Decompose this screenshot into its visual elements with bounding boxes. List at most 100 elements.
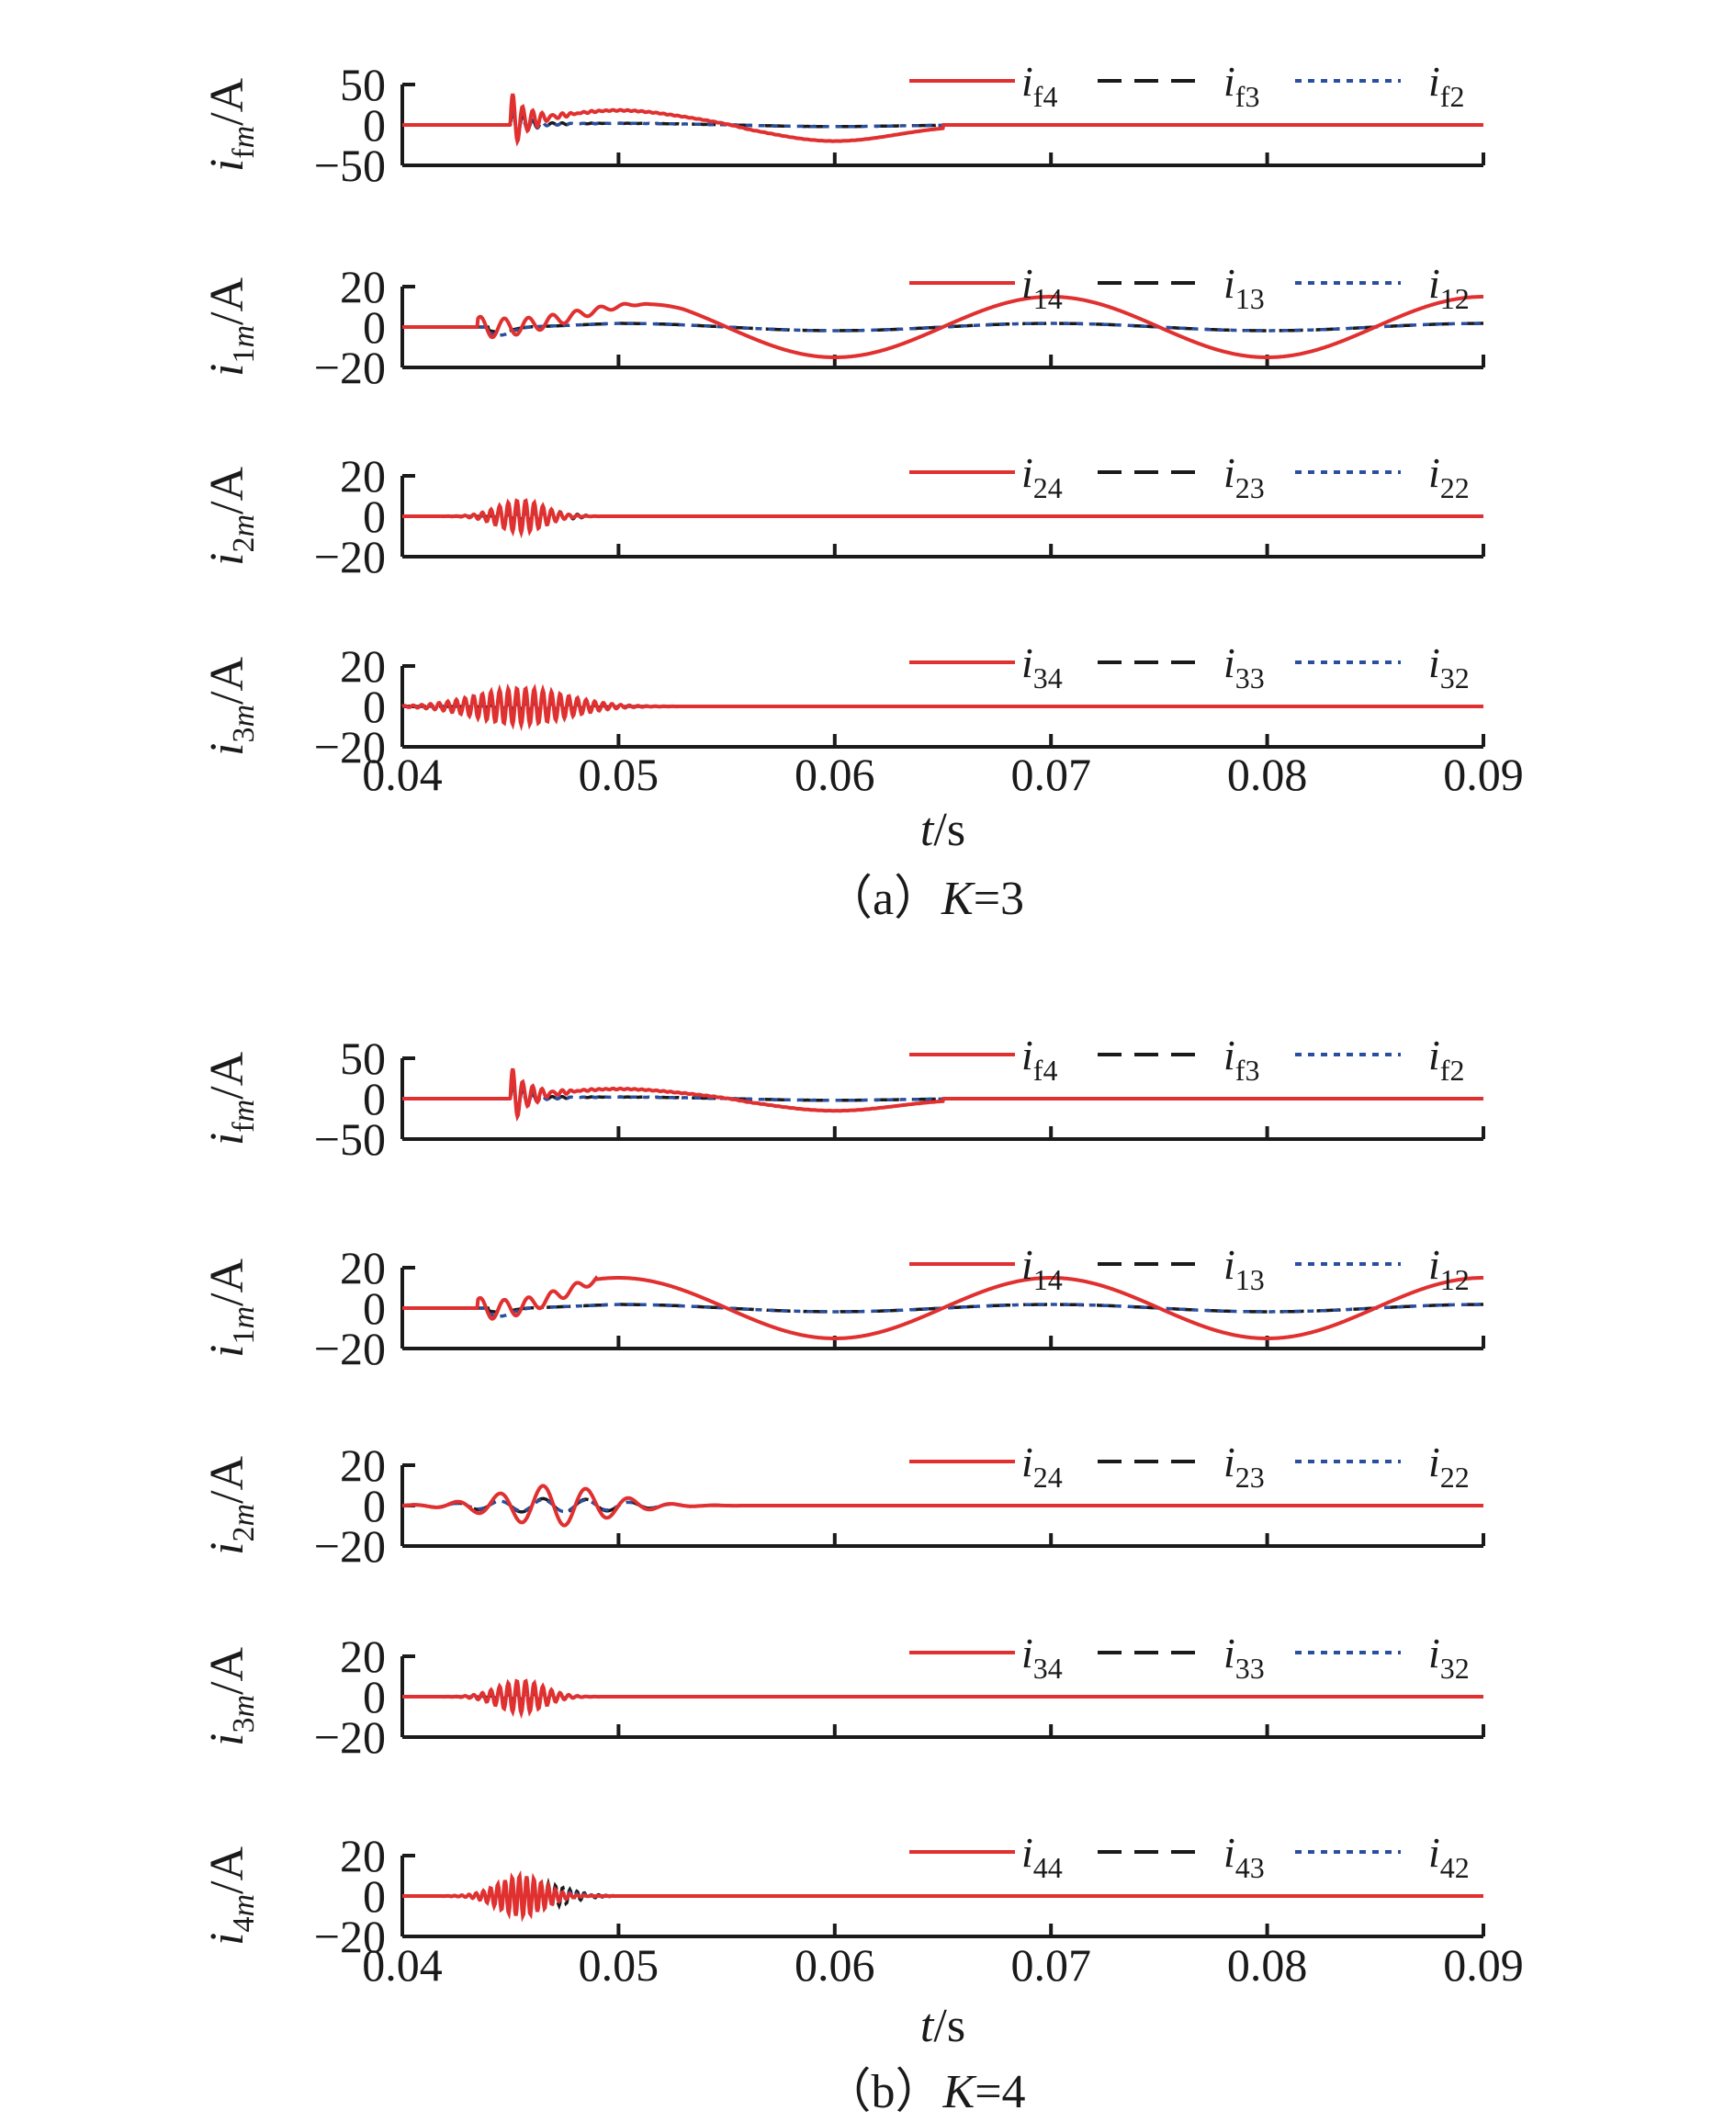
- legend-label: if2: [1428, 58, 1464, 113]
- series-line-i34: [402, 1678, 1483, 1720]
- y-tick-label: −50: [314, 1113, 386, 1165]
- legend: i44 i43 i42: [909, 1829, 1470, 1884]
- legend: i24 i23 i22: [909, 449, 1470, 504]
- y-tick-label: 0: [363, 301, 386, 353]
- y-tick-label: −20: [314, 1323, 386, 1374]
- y-tick-label: −20: [314, 531, 386, 582]
- y-axis-label: i4m/A: [201, 1846, 261, 1946]
- y-axis-label: i3m/A: [201, 657, 261, 756]
- legend-label: i22: [1428, 1439, 1470, 1494]
- series-line-if4: [402, 93, 1483, 147]
- x-tick-label: 0.09: [1443, 749, 1524, 800]
- legend-label: i23: [1223, 449, 1265, 504]
- x-tick-label: 0.04: [362, 1939, 443, 1991]
- legend-label: i34: [1021, 1630, 1063, 1685]
- legend: i34 i33 i32: [909, 1630, 1470, 1685]
- legend-label: i34: [1021, 639, 1063, 694]
- subplot-a-1: 500−50 ifm/A if4 if3 if2: [201, 58, 1485, 191]
- y-tick-label: 50: [340, 1033, 386, 1084]
- legend-label: i14: [1021, 1241, 1063, 1296]
- panel-caption: （b）K=4: [823, 2066, 1025, 2118]
- legend: i24 i23 i22: [909, 1439, 1470, 1494]
- y-tick-label: 50: [340, 59, 386, 110]
- y-tick-label: 0: [363, 1282, 386, 1334]
- legend-label: i43: [1223, 1829, 1265, 1884]
- subplot-a-4: 200−20 i3m/A i34 i33 i32: [201, 639, 1485, 773]
- series-line-i13: [402, 322, 1483, 334]
- y-axis-label: i1m/A: [201, 277, 261, 377]
- x-tick-label: 0.04: [362, 749, 443, 800]
- legend-label: if4: [1021, 1032, 1057, 1087]
- legend-label: i13: [1223, 260, 1265, 315]
- y-tick-label: 20: [340, 1242, 386, 1293]
- y-tick-label: 20: [340, 1439, 386, 1491]
- legend: i14 i13 i12: [909, 260, 1470, 315]
- series-line-i14: [402, 295, 1483, 359]
- y-tick-label: −20: [314, 342, 386, 393]
- series-line-i24: [402, 1484, 1483, 1528]
- panel-caption: （a）K=3: [825, 873, 1024, 925]
- legend-label: i13: [1223, 1241, 1265, 1296]
- y-tick-label: 0: [363, 1671, 386, 1722]
- legend-label: i42: [1428, 1829, 1470, 1884]
- x-tick-label: 0.05: [579, 1939, 659, 1991]
- subplot-b-2: 200−20 i1m/A i14 i13 i12: [201, 1241, 1485, 1374]
- legend-label: i24: [1021, 449, 1063, 504]
- legend-label: i33: [1223, 1630, 1265, 1685]
- y-axis-label: i2m/A: [201, 1456, 261, 1555]
- y-tick-label: −20: [314, 1911, 386, 1962]
- y-axis-label: ifm/A: [201, 77, 261, 172]
- y-tick-label: 0: [363, 1870, 386, 1922]
- series-line-i14: [402, 1275, 1483, 1340]
- legend-label: i23: [1223, 1439, 1265, 1494]
- subplot-b-3: 200−20 i2m/A i24 i23 i22: [201, 1439, 1485, 1572]
- subplot-a-3: 200−20 i2m/A i24 i23 i22: [201, 449, 1485, 582]
- y-tick-label: −50: [314, 140, 386, 191]
- x-axis-label: t/s: [920, 2000, 965, 2052]
- x-tick-label: 0.07: [1010, 1939, 1091, 1991]
- legend: if4 if3 if2: [909, 58, 1464, 113]
- series-line-i22: [401, 1497, 1483, 1514]
- y-tick-label: 20: [340, 450, 386, 502]
- legend-label: if2: [1428, 1032, 1464, 1087]
- y-tick-label: 0: [363, 491, 386, 542]
- y-axis-label: ifm/A: [201, 1051, 261, 1146]
- legend-label: i32: [1428, 639, 1470, 694]
- y-tick-label: 20: [340, 640, 386, 692]
- series-line-i13: [402, 1303, 1483, 1315]
- x-tick-label: 0.08: [1227, 1939, 1308, 1991]
- y-tick-label: −20: [314, 1711, 386, 1763]
- legend-label: if3: [1223, 58, 1259, 113]
- series-line-i34: [401, 683, 1483, 732]
- legend-label: i33: [1223, 639, 1265, 694]
- legend: i34 i33 i32: [909, 639, 1470, 694]
- y-tick-label: 0: [363, 99, 386, 151]
- x-tick-label: 0.05: [579, 749, 659, 800]
- y-tick-label: 20: [340, 1631, 386, 1682]
- y-tick-label: 0: [363, 1073, 386, 1124]
- series-line-if3: [402, 1079, 1483, 1112]
- subplot-b-4: 200−20 i3m/A i34 i33 i32: [201, 1630, 1485, 1763]
- legend-label: i24: [1021, 1439, 1063, 1494]
- x-tick-label: 0.06: [795, 1939, 875, 1991]
- x-tick-label: 0.07: [1010, 749, 1091, 800]
- x-axis-label: t/s: [920, 804, 965, 856]
- y-tick-label: −20: [314, 721, 386, 773]
- legend: if4 if3 if2: [909, 1032, 1464, 1087]
- legend-label: if3: [1223, 1032, 1259, 1087]
- y-tick-label: 0: [363, 1480, 386, 1531]
- series-line-i24: [402, 498, 1483, 539]
- y-tick-label: −20: [314, 1520, 386, 1572]
- legend-label: i44: [1021, 1829, 1063, 1884]
- legend-label: i22: [1428, 449, 1470, 504]
- series-line-i44: [402, 1869, 1483, 1923]
- y-axis-label: i2m/A: [201, 467, 261, 566]
- y-axis-label: i3m/A: [201, 1647, 261, 1746]
- legend-label: i32: [1428, 1630, 1470, 1685]
- y-tick-label: 0: [363, 681, 386, 732]
- x-tick-label: 0.09: [1443, 1939, 1524, 1991]
- subplot-a-2: 200−20 i1m/A i14 i13 i12: [201, 260, 1485, 393]
- subplot-b-1: 500−50 ifm/A if4 if3 if2: [201, 1032, 1485, 1165]
